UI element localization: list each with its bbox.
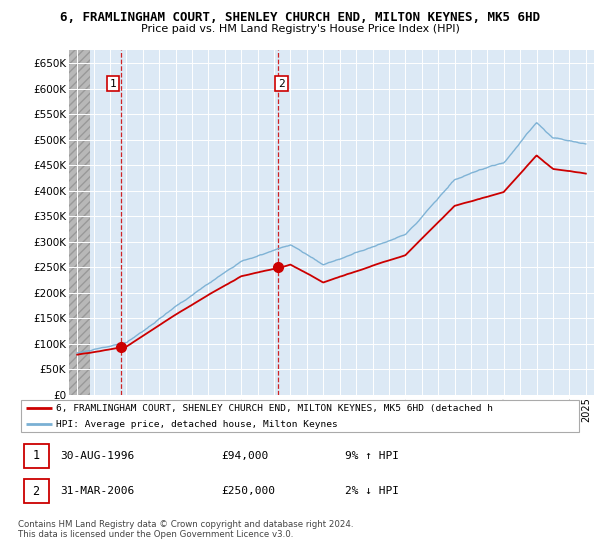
Text: 2: 2 [32, 485, 40, 498]
Text: £94,000: £94,000 [221, 451, 268, 461]
Text: HPI: Average price, detached house, Milton Keynes: HPI: Average price, detached house, Milt… [56, 420, 338, 429]
Bar [69, 38, 91, 395]
Text: 2% ↓ HPI: 2% ↓ HPI [345, 486, 399, 496]
Text: £250,000: £250,000 [221, 486, 275, 496]
Text: 9% ↑ HPI: 9% ↑ HPI [345, 451, 399, 461]
Text: 1: 1 [32, 449, 40, 462]
Text: 30-AUG-1996: 30-AUG-1996 [60, 451, 134, 461]
Text: 6, FRAMLINGHAM COURT, SHENLEY CHURCH END, MILTON KEYNES, MK5 6HD: 6, FRAMLINGHAM COURT, SHENLEY CHURCH END… [60, 11, 540, 24]
FancyBboxPatch shape [21, 400, 579, 432]
FancyBboxPatch shape [23, 479, 49, 503]
Text: 1: 1 [109, 78, 116, 88]
FancyBboxPatch shape [23, 444, 49, 468]
Text: 2: 2 [278, 78, 285, 88]
Text: 31-MAR-2006: 31-MAR-2006 [60, 486, 134, 496]
Text: Price paid vs. HM Land Registry's House Price Index (HPI): Price paid vs. HM Land Registry's House … [140, 24, 460, 34]
Text: 6, FRAMLINGHAM COURT, SHENLEY CHURCH END, MILTON KEYNES, MK5 6HD (detached h: 6, FRAMLINGHAM COURT, SHENLEY CHURCH END… [56, 404, 493, 413]
Text: Contains HM Land Registry data © Crown copyright and database right 2024.
This d: Contains HM Land Registry data © Crown c… [18, 520, 353, 539]
